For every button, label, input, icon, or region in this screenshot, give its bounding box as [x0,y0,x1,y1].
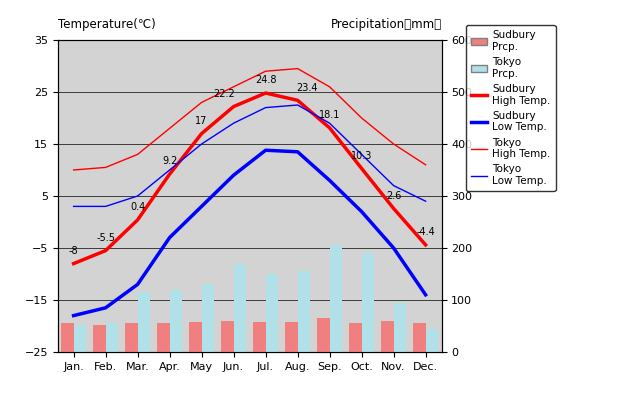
Bar [426,329,438,352]
Text: 0.4: 0.4 [130,202,145,212]
Text: 17: 17 [195,116,208,126]
Bar [285,322,298,352]
Bar [61,323,74,352]
Text: 23.4: 23.4 [296,82,318,92]
Bar [253,322,266,352]
Text: 22.2: 22.2 [213,89,235,99]
Bar [74,325,86,352]
Bar [221,321,234,352]
Bar [157,323,170,352]
Bar [189,322,202,352]
Text: -5.5: -5.5 [96,233,115,243]
Text: -4.4: -4.4 [416,227,435,237]
Bar [138,292,150,352]
Bar [362,253,374,352]
Text: 18.1: 18.1 [319,110,340,120]
Bar [234,264,246,352]
Text: 2.6: 2.6 [386,191,401,201]
Bar [394,302,406,352]
Text: Precipitation（mm）: Precipitation（mm） [330,18,442,31]
Text: 9.2: 9.2 [162,156,177,166]
Bar [266,274,278,352]
Bar [330,245,342,352]
Bar [125,323,138,352]
Bar [106,323,118,352]
Bar [298,271,310,352]
Bar [381,321,394,352]
Bar [349,323,362,352]
Bar [170,290,182,352]
Bar [93,325,106,352]
Text: Temperature(℃): Temperature(℃) [58,18,156,31]
Bar [202,284,214,352]
Text: -8: -8 [68,246,79,256]
Text: 24.8: 24.8 [255,75,276,85]
Text: 10.3: 10.3 [351,151,372,161]
Bar [413,323,426,352]
Bar [317,318,330,352]
Legend: Sudbury
Prcp., Tokyo
Prcp., Sudbury
High Temp., Sudbury
Low Temp., Tokyo
High Te: Sudbury Prcp., Tokyo Prcp., Sudbury High… [466,25,556,191]
